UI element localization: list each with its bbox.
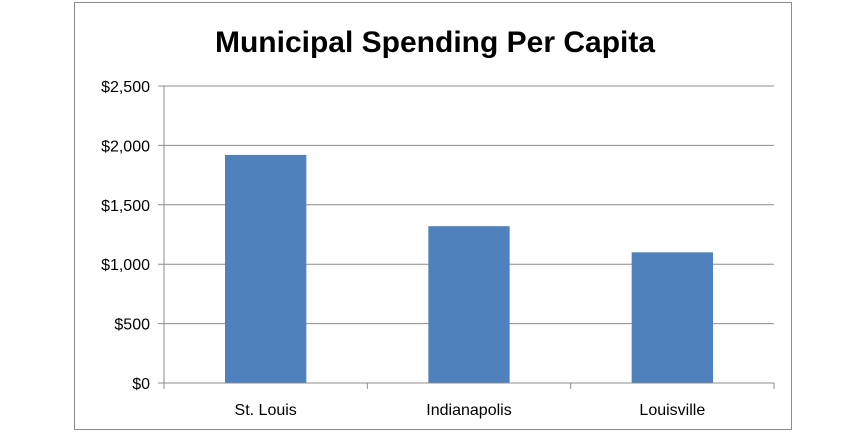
y-tick-label: $2,000 <box>101 138 150 155</box>
chart-title: Municipal Spending Per Capita <box>215 26 655 59</box>
y-axis-ticks: $0 $500 $1,000 $1,500 $2,000 $2,500 <box>101 79 150 393</box>
bar <box>631 252 713 383</box>
bars <box>225 154 713 383</box>
y-tick-label: $2,500 <box>101 79 150 96</box>
x-axis <box>163 86 775 389</box>
bar <box>428 226 510 383</box>
x-tick-label: Indianapolis <box>426 402 511 419</box>
x-tick-label: St. Louis <box>235 402 297 419</box>
x-tick-label: Louisville <box>639 402 705 419</box>
bar <box>225 154 307 383</box>
y-tick-label: $500 <box>114 317 150 334</box>
x-axis-labels: St. Louis Indianapolis Louisville <box>235 402 706 419</box>
y-tick-label: $1,500 <box>101 198 150 215</box>
y-tick-label: $0 <box>132 376 150 393</box>
y-tick-label: $1,000 <box>101 257 150 274</box>
